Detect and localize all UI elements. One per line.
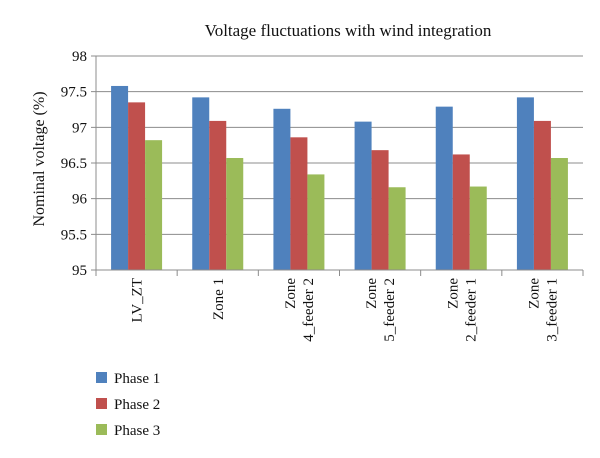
bar-phase-3: [469, 186, 487, 270]
chart-title: Voltage fluctuations with wind integrati…: [205, 21, 492, 40]
y-tick-label: 96: [72, 192, 88, 208]
x-tick-label-line: 5_feeder 2: [382, 278, 398, 342]
x-tick-label: LV_ZT: [130, 278, 146, 322]
x-tick-label-line: Zone: [364, 278, 380, 309]
bar-phase-3: [145, 140, 163, 270]
legend: Phase 1 Phase 2 Phase 3: [96, 371, 160, 439]
bar-phase-3: [226, 158, 244, 270]
bar-phase-3: [388, 187, 406, 270]
y-tick-label: 98: [72, 49, 87, 65]
x-tick-label-line: LV_ZT: [130, 278, 146, 322]
y-tick-label: 96.5: [61, 156, 87, 172]
legend-swatch: [96, 398, 107, 409]
bar-phase-1: [516, 97, 534, 270]
y-axis-ticks: 95 95.5 96 96.5 97 97.5 98: [61, 49, 88, 279]
bar-phase-1: [354, 121, 372, 270]
x-tick-label-line: 4_feeder 2: [301, 278, 317, 342]
x-tick-label-line: 2_feeder 1: [463, 278, 479, 342]
x-tick-label: Zone 3_feeder 1: [526, 278, 560, 342]
x-tick-label-line: Zone: [283, 278, 299, 309]
legend-swatch: [96, 372, 107, 383]
legend-label: Phase 3: [114, 423, 160, 439]
gridlines: [91, 55, 583, 271]
bar-phase-2: [290, 137, 308, 270]
bar-phase-2: [371, 150, 389, 270]
x-tick-label-line: Zone 1: [211, 278, 227, 320]
x-tick-label-line: Zone: [445, 278, 461, 309]
bars: [111, 85, 568, 271]
bar-phase-2: [128, 102, 146, 270]
x-tick-label: Zone 5_feeder 2: [364, 278, 398, 342]
x-tick-label: Zone 1: [211, 278, 227, 320]
bar-phase-1: [192, 97, 210, 270]
legend-swatch: [96, 424, 107, 435]
x-tick-label-line: 3_feeder 1: [544, 278, 560, 342]
legend-label: Phase 2: [114, 397, 160, 413]
bar-phase-1: [273, 108, 291, 270]
x-tick-label-line: Zone: [526, 278, 542, 309]
bar-phase-3: [307, 174, 325, 270]
bar-phase-1: [435, 106, 453, 270]
bar-phase-2: [452, 154, 470, 270]
y-tick-label: 95.5: [61, 227, 87, 243]
bar-phase-2: [533, 120, 551, 270]
x-tick-label: Zone 2_feeder 1: [445, 278, 479, 342]
bar-phase-2: [209, 120, 227, 270]
bar-phase-3: [550, 158, 568, 270]
y-tick-label: 97.5: [61, 85, 87, 101]
y-axis-label: Nominal voltage (%): [31, 91, 48, 226]
x-tick-label: Zone 4_feeder 2: [283, 278, 317, 342]
y-tick-label: 97: [72, 120, 88, 136]
y-tick-label: 95: [72, 263, 87, 279]
legend-label: Phase 1: [114, 371, 160, 387]
bar-phase-1: [111, 85, 129, 271]
